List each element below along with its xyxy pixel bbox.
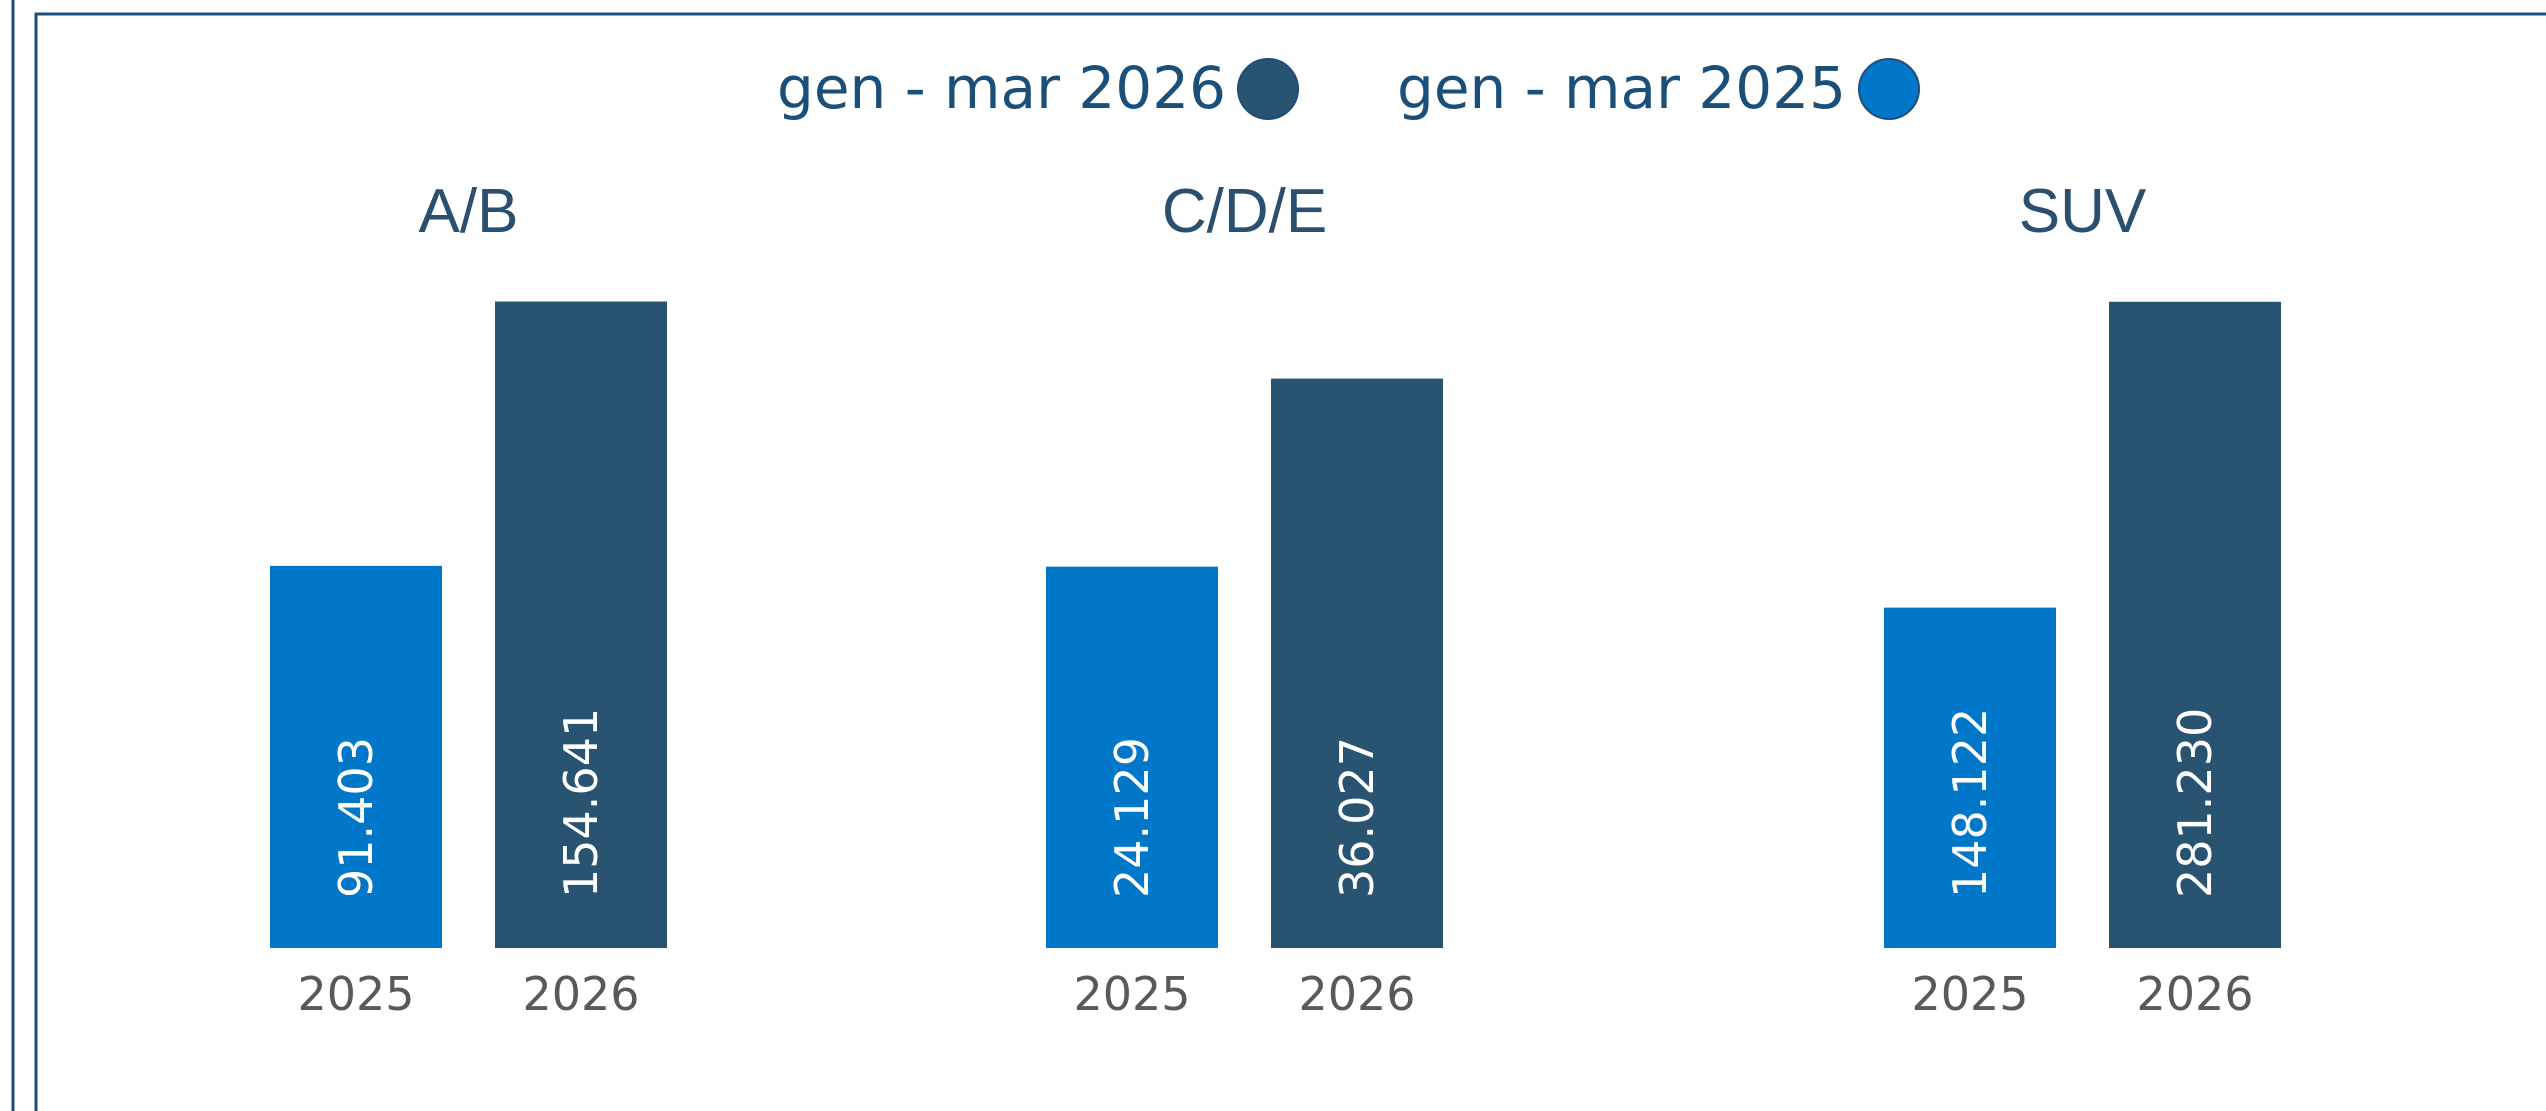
value-label: 154.641 — [554, 708, 608, 898]
x-tick-label: 2025 — [297, 967, 414, 1021]
value-label: 148.122 — [1943, 708, 1997, 898]
legend-swatch — [1237, 58, 1299, 120]
bar — [495, 301, 667, 948]
legend-label: gen - mar 2026 — [777, 54, 1226, 122]
bar — [1884, 607, 2056, 948]
frame — [34, 12, 2546, 1111]
bar — [2109, 301, 2281, 948]
value-label: 24.129 — [1105, 737, 1159, 898]
bar — [270, 565, 442, 948]
legend-swatch — [1858, 58, 1920, 120]
bar — [1046, 566, 1218, 948]
panel-title: A/B — [419, 177, 519, 246]
value-label: 36.027 — [1330, 737, 1384, 898]
x-tick-label: 2025 — [1911, 967, 2028, 1021]
value-label: 91.403 — [329, 737, 383, 898]
panel-title: C/D/E — [1162, 177, 1327, 246]
value-label: 281.230 — [2168, 708, 2222, 898]
x-tick-label: 2025 — [1073, 967, 1190, 1021]
x-tick-label: 2026 — [1298, 967, 1415, 1021]
x-tick-label: 2026 — [2136, 967, 2253, 1021]
bar — [1271, 378, 1443, 948]
legend-label: gen - mar 2025 — [1397, 54, 1846, 122]
x-tick-label: 2026 — [522, 967, 639, 1021]
panel-title: SUV — [2019, 177, 2147, 246]
